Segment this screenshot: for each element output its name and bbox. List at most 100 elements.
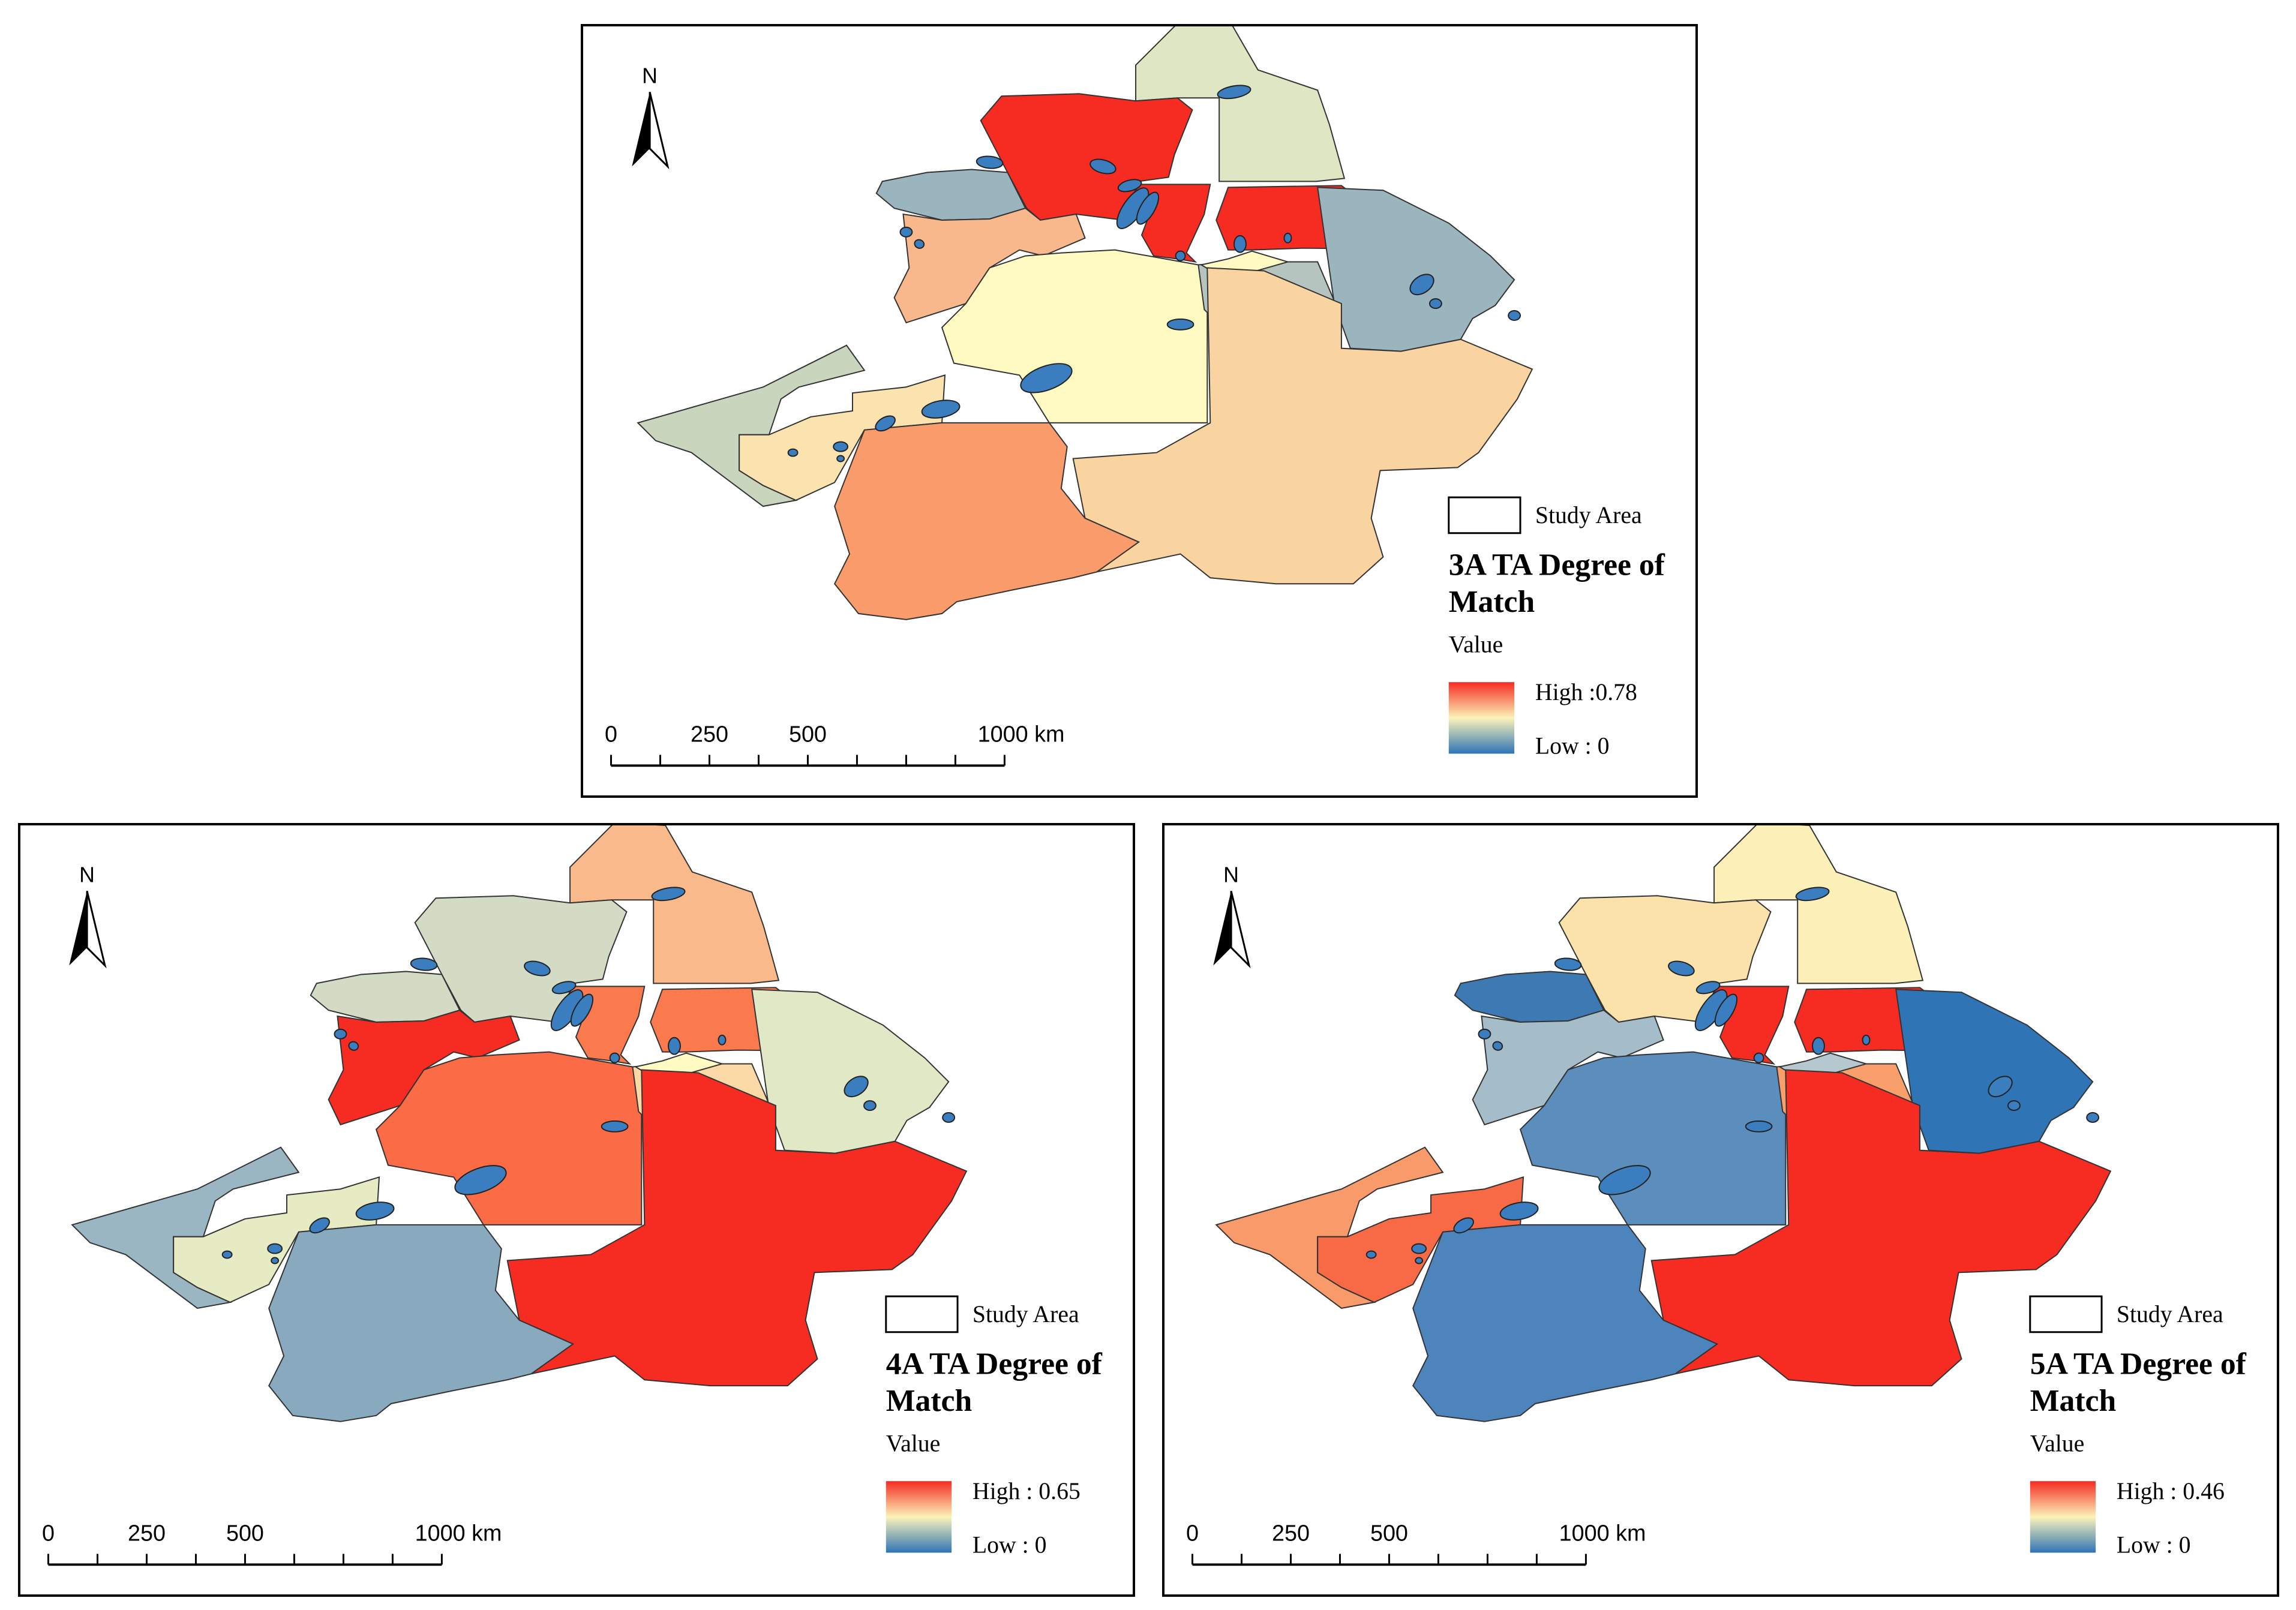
lake	[844, 1076, 869, 1098]
region-r9	[1316, 187, 1515, 352]
lake	[1090, 158, 1117, 175]
region-r14	[1412, 1224, 1719, 1422]
lake	[271, 1257, 280, 1264]
scale-label: 1000 km	[978, 722, 1065, 747]
scale-label: 250	[128, 1521, 166, 1546]
lake	[1862, 1034, 1871, 1046]
legend-color-ramp	[886, 1481, 952, 1553]
lake	[1795, 887, 1830, 902]
scale-bar: 0 250 500 1000 km	[42, 1521, 502, 1566]
map-regions-4a	[71, 825, 968, 1422]
lake	[609, 1052, 620, 1064]
legend-title: 3A TA Degree of	[1449, 548, 1665, 582]
scale-label: 1000 km	[1559, 1521, 1646, 1546]
study-area-swatch	[1448, 496, 1521, 534]
map-svg-5a: N 0 250 500 1000 km Study Area 5A TA Degree of…	[1186, 825, 2247, 1566]
lake	[524, 960, 551, 977]
north-arrow-icon: N	[69, 863, 107, 969]
legend-title-line2: Match	[2030, 1384, 2116, 1418]
scale-label: 500	[1370, 1521, 1408, 1546]
lake	[836, 455, 845, 462]
lake	[1117, 179, 1142, 193]
lake	[833, 441, 849, 452]
lake	[718, 1034, 727, 1046]
lake	[334, 1028, 347, 1040]
lake	[899, 226, 913, 238]
lake	[1136, 191, 1160, 225]
lake	[1714, 993, 1738, 1027]
value-label: Value	[886, 1430, 941, 1456]
lake	[1166, 318, 1194, 331]
lake	[863, 1100, 877, 1112]
north-label: N	[79, 863, 95, 887]
lake	[454, 1165, 507, 1196]
lake	[410, 957, 438, 971]
region-r14	[268, 1224, 575, 1422]
legend-low-label: Low : 0	[973, 1531, 1047, 1558]
lake	[976, 155, 1004, 169]
lake	[267, 1243, 283, 1254]
lake	[1745, 1120, 1773, 1133]
lake	[1598, 1165, 1651, 1196]
scale-label: 1000 km	[415, 1521, 502, 1546]
north-label: N	[1223, 863, 1239, 887]
legend-title: 4A TA Degree of	[886, 1347, 1103, 1381]
lake	[787, 448, 799, 457]
lake	[1175, 250, 1186, 262]
lake	[348, 1041, 359, 1051]
map-svg-4a: N 0 250 500 1000 km Study Area 4A TA Degree of…	[42, 825, 1103, 1566]
lake	[668, 1037, 681, 1055]
lake	[1428, 298, 1442, 310]
lake	[1283, 232, 1292, 244]
legend-title-line2: Match	[886, 1384, 972, 1418]
scale-bar: 0 250 500 1000 km	[1186, 1521, 1646, 1566]
legend-low-label: Low : 0	[2117, 1531, 2191, 1558]
lake	[1365, 1250, 1377, 1259]
lake	[1988, 1076, 2013, 1098]
lake	[1668, 960, 1695, 977]
lake	[221, 1250, 233, 1259]
north-arrow-icon: N	[1213, 863, 1251, 969]
lake	[1020, 363, 1073, 394]
lake	[1554, 957, 1582, 971]
lake	[1508, 310, 1521, 321]
lake	[1217, 85, 1251, 100]
legend-color-ramp	[1448, 682, 1515, 754]
region-r5	[875, 169, 1027, 221]
region-r9	[1895, 989, 2094, 1154]
lake	[1409, 274, 1434, 296]
lake	[1453, 1217, 1474, 1234]
lake	[1415, 1257, 1424, 1264]
lake	[2086, 1112, 2100, 1123]
lake	[1695, 981, 1721, 995]
legend-title: 5A TA Degree of	[2030, 1347, 2247, 1381]
scale-label: 500	[789, 722, 827, 747]
lake	[551, 981, 577, 995]
lake	[1492, 1041, 1503, 1051]
lake	[914, 239, 925, 249]
map-panel-3a: N 0 250 500 1000 km Study Area 3A TA Degree of…	[581, 24, 1698, 798]
lake	[1411, 1243, 1427, 1254]
region-r9	[751, 989, 950, 1154]
legend-high-label: High : 0.46	[2117, 1478, 2225, 1504]
lake	[570, 993, 594, 1027]
lake	[1753, 1052, 1764, 1064]
value-label: Value	[1449, 631, 1503, 657]
north-label: N	[642, 64, 658, 88]
study-area-swatch	[2029, 1295, 2103, 1333]
lake	[942, 1112, 956, 1123]
region-r5	[1454, 971, 1605, 1023]
region-r14	[833, 422, 1140, 620]
scale-bar: 0 250 500 1000 km	[605, 722, 1065, 767]
legend-low-label: Low : 0	[1535, 732, 1610, 759]
scale-label: 250	[691, 722, 728, 747]
scale-label: 0	[1186, 1521, 1199, 1546]
lake	[2007, 1100, 2021, 1112]
lake	[875, 415, 896, 432]
scale-label: 250	[1272, 1521, 1310, 1546]
legend-high-label: High :0.78	[1535, 679, 1637, 705]
lake	[1233, 235, 1247, 253]
map-regions-5a	[1215, 825, 2112, 1422]
legend-title-line2: Match	[1449, 585, 1535, 619]
